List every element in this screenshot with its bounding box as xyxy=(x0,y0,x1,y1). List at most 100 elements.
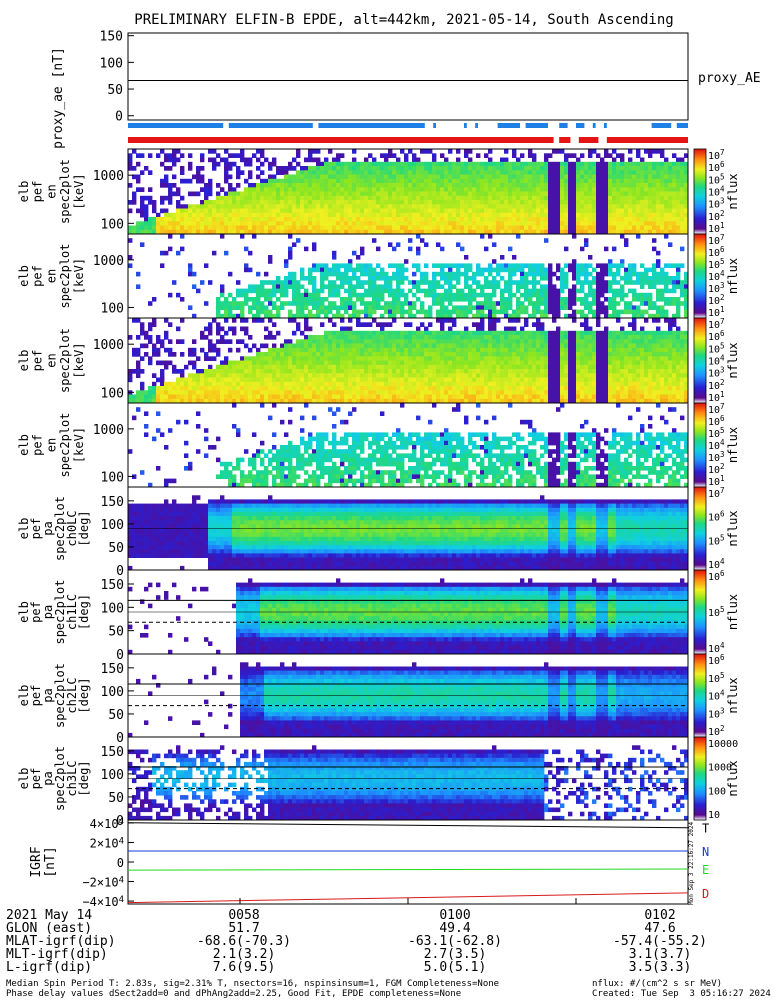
heatmap-cell xyxy=(332,339,337,344)
heatmap-cell xyxy=(436,309,441,315)
heatmap-cell xyxy=(648,280,653,285)
heatmap-cell xyxy=(376,330,381,336)
heatmap-cell xyxy=(252,369,257,374)
heatmap-cell xyxy=(424,276,429,281)
heatmap-cell xyxy=(428,398,433,404)
heatmap-cell xyxy=(276,166,281,171)
heatmap-cell xyxy=(460,347,465,353)
heatmap-cell xyxy=(400,356,405,361)
heatmap-cell xyxy=(276,356,281,361)
heatmap-cell xyxy=(448,170,453,175)
heatmap-cell xyxy=(460,170,465,175)
heatmap-cell xyxy=(328,305,333,310)
heatmap-cell xyxy=(508,208,513,214)
heatmap-cell xyxy=(192,221,197,226)
heatmap-cell xyxy=(248,157,253,163)
heatmap-cell xyxy=(128,157,133,163)
heatmap-cell xyxy=(428,191,433,197)
heatmap-cell xyxy=(268,309,273,315)
heatmap-cell xyxy=(372,178,377,184)
heatmap-cell xyxy=(680,170,685,175)
heatmap-cell xyxy=(320,364,325,370)
heatmap-cell xyxy=(660,212,665,218)
heatmap-cell xyxy=(508,187,513,192)
heatmap-cell xyxy=(396,288,401,294)
heatmap-cell xyxy=(188,221,193,226)
heatmap-cell xyxy=(412,335,417,340)
heatmap-cell xyxy=(456,195,461,201)
heatmap-cell xyxy=(484,369,489,374)
heatmap-cell xyxy=(296,373,301,378)
heatmap-cell xyxy=(232,364,237,370)
heatmap-cell xyxy=(488,313,493,319)
heatmap-cell xyxy=(336,339,341,344)
heatmap-cell xyxy=(444,360,449,366)
heatmap-cell xyxy=(584,271,589,277)
heatmap-cell xyxy=(216,352,221,357)
heatmap-cell xyxy=(464,221,469,226)
heatmap-cell xyxy=(232,217,237,222)
heatmap-cell xyxy=(344,356,349,361)
heatmap-cell xyxy=(476,381,481,387)
heatmap-cell xyxy=(400,360,405,366)
heatmap-cell xyxy=(244,398,249,404)
heatmap-cell xyxy=(596,187,601,192)
heatmap-cell xyxy=(460,263,465,268)
heatmap-cell xyxy=(376,297,381,302)
heatmap-cell xyxy=(368,153,373,158)
heatmap-cell xyxy=(280,356,285,361)
heatmap-cell xyxy=(428,335,433,340)
heatmap-cell xyxy=(404,153,409,158)
heatmap-cell xyxy=(500,305,505,310)
heatmap-cell xyxy=(468,229,473,235)
heatmap-cell xyxy=(432,330,437,336)
heatmap-cell xyxy=(640,166,645,171)
heatmap-cell xyxy=(180,398,185,404)
heatmap-cell xyxy=(416,394,421,400)
heatmap-cell xyxy=(456,212,461,218)
heatmap-cell xyxy=(540,200,545,205)
heatmap-cell xyxy=(332,288,337,294)
heatmap-cell xyxy=(616,301,621,306)
heatmap-cell xyxy=(656,225,661,231)
heatmap-cell xyxy=(248,267,253,273)
heatmap-cell xyxy=(144,221,149,226)
quality-flag-bars xyxy=(128,123,688,143)
heatmap-cell xyxy=(284,352,289,357)
heatmap-cell xyxy=(260,178,265,184)
heatmap-cell xyxy=(260,183,265,188)
heatmap-cell xyxy=(640,183,645,188)
heatmap-cell xyxy=(220,326,225,332)
heatmap-cell xyxy=(484,343,489,349)
heatmap-cell xyxy=(180,225,185,231)
heatmap-cell xyxy=(308,221,313,226)
heatmap-cell xyxy=(408,364,413,370)
heatmap-cell xyxy=(496,191,501,197)
heatmap-cell xyxy=(484,166,489,171)
heatmap-cell xyxy=(208,398,213,404)
heatmap-cell xyxy=(464,161,469,167)
heatmap-cell xyxy=(352,183,357,188)
heatmap-cell xyxy=(660,297,665,302)
heatmap-cell xyxy=(236,153,241,158)
heatmap-cell xyxy=(676,267,681,273)
heatmap-cell xyxy=(148,335,153,340)
heatmap-cell xyxy=(308,360,313,366)
heatmap-cell xyxy=(500,347,505,353)
heatmap-cell xyxy=(596,284,601,289)
heatmap-cell xyxy=(428,360,433,366)
heatmap-cell xyxy=(644,208,649,214)
heatmap-cell xyxy=(196,356,201,361)
heatmap-cell xyxy=(480,381,485,387)
heatmap-cell xyxy=(196,174,201,180)
heatmap-cell xyxy=(536,288,541,294)
heatmap-cell xyxy=(608,170,613,175)
heatmap-cell xyxy=(280,195,285,201)
heatmap-cell xyxy=(652,246,657,252)
heatmap-cell xyxy=(484,292,489,298)
heatmap-cell xyxy=(388,305,393,310)
heatmap-cell xyxy=(128,225,133,231)
heatmap-cell xyxy=(144,229,149,235)
heatmap-cell xyxy=(672,183,677,188)
heatmap-cell xyxy=(220,288,225,294)
